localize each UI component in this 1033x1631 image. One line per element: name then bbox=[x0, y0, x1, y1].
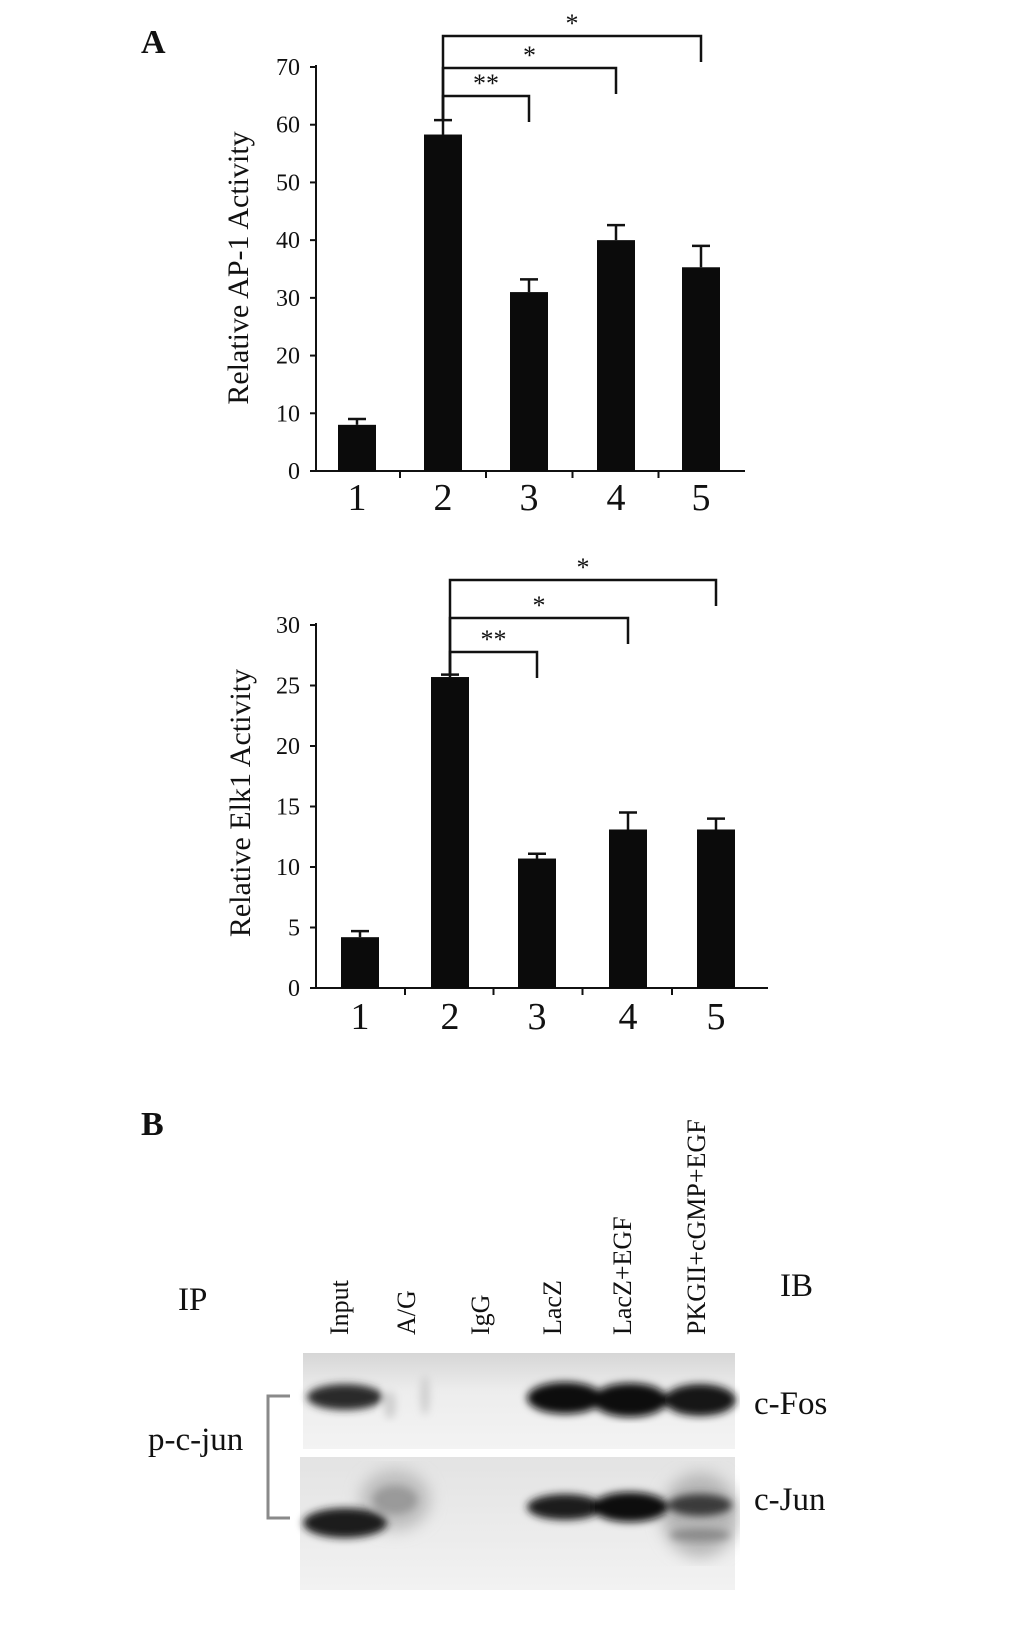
row-label-c-fos: c-Fos bbox=[754, 1386, 828, 1422]
y-tick-label: 20 bbox=[276, 344, 300, 370]
bar-2 bbox=[431, 677, 469, 988]
antibody-ip-label: p-c-jun bbox=[148, 1422, 244, 1458]
y-axis-label: Relative AP-1 Activity bbox=[222, 131, 255, 404]
y-tick-label: 50 bbox=[276, 170, 300, 196]
y-tick-label: 40 bbox=[276, 228, 300, 254]
lane-label-igg: IgG bbox=[466, 1294, 495, 1335]
y-tick-label: 0 bbox=[288, 976, 300, 1002]
bar-1 bbox=[341, 937, 379, 988]
category-label-2: 2 bbox=[434, 477, 453, 519]
lane-label-lacz: LacZ bbox=[538, 1280, 567, 1335]
significance-label: * bbox=[533, 591, 546, 620]
significance-label: * bbox=[523, 41, 536, 70]
y-tick-label: 30 bbox=[276, 286, 300, 312]
bar-5 bbox=[697, 829, 735, 988]
significance-label: * bbox=[566, 9, 579, 38]
category-label-5: 5 bbox=[692, 477, 711, 519]
category-label-4: 4 bbox=[607, 477, 626, 519]
bar-1 bbox=[338, 424, 376, 471]
lane-label-pkgii-cgmp-egf: PKGII+cGMP+EGF bbox=[682, 1119, 711, 1335]
significance-label: ** bbox=[473, 69, 499, 98]
bar-3 bbox=[518, 858, 556, 988]
lane-label-input: Input bbox=[325, 1280, 354, 1335]
significance-bracket bbox=[441, 34, 703, 121]
category-label-1: 1 bbox=[351, 996, 370, 1038]
western-blot-image bbox=[266, 1353, 738, 1590]
ip-label: IP bbox=[178, 1282, 208, 1318]
y-tick-label: 10 bbox=[276, 401, 300, 427]
y-tick-label: 5 bbox=[288, 916, 300, 942]
y-axis-label: Relative Elk1 Activity bbox=[224, 669, 257, 937]
y-tick-label: 10 bbox=[276, 855, 300, 881]
lane-label-ag: A/G bbox=[392, 1290, 421, 1335]
significance-bracket bbox=[448, 650, 539, 678]
panel-b-label: B bbox=[141, 1106, 164, 1143]
bar-4 bbox=[597, 240, 635, 471]
significance-bracket bbox=[448, 616, 630, 675]
ap1-activity-chart: 0 10 20 30 40 50 60 70 Relative AP-1 Activity 1 2 3… bbox=[222, 9, 745, 519]
bar-5 bbox=[682, 267, 720, 471]
significance-label: * bbox=[577, 553, 590, 582]
y-tick-label: 25 bbox=[276, 674, 300, 700]
category-label-2: 2 bbox=[441, 996, 460, 1038]
y-tick-label: 70 bbox=[276, 55, 300, 81]
y-tick-label: 15 bbox=[276, 795, 300, 821]
panel-a-label: A bbox=[141, 24, 166, 61]
significance-bracket bbox=[448, 578, 718, 675]
y-tick-label: 60 bbox=[276, 113, 300, 139]
category-label-3: 3 bbox=[528, 996, 547, 1038]
category-label-4: 4 bbox=[619, 996, 638, 1038]
y-tick-label: 30 bbox=[276, 613, 300, 639]
category-label-1: 1 bbox=[348, 477, 367, 519]
category-label-5: 5 bbox=[707, 996, 726, 1038]
significance-label: ** bbox=[481, 625, 507, 654]
y-tick-label: 20 bbox=[276, 734, 300, 760]
elk1-activity-chart: 0 5 10 15 20 25 30 Relative Elk1 Activity 1 2 3 4 5 *… bbox=[224, 553, 768, 1038]
category-label-3: 3 bbox=[520, 477, 539, 519]
bar-4 bbox=[609, 829, 647, 988]
ib-label: IB bbox=[780, 1268, 813, 1304]
significance-bracket bbox=[441, 94, 531, 122]
lane-label-lacz-egf: LacZ+EGF bbox=[608, 1216, 637, 1335]
bar-2 bbox=[424, 134, 462, 472]
row-label-c-jun: c-Jun bbox=[754, 1482, 826, 1518]
bar-3 bbox=[510, 292, 548, 471]
y-tick-label: 0 bbox=[288, 459, 300, 485]
